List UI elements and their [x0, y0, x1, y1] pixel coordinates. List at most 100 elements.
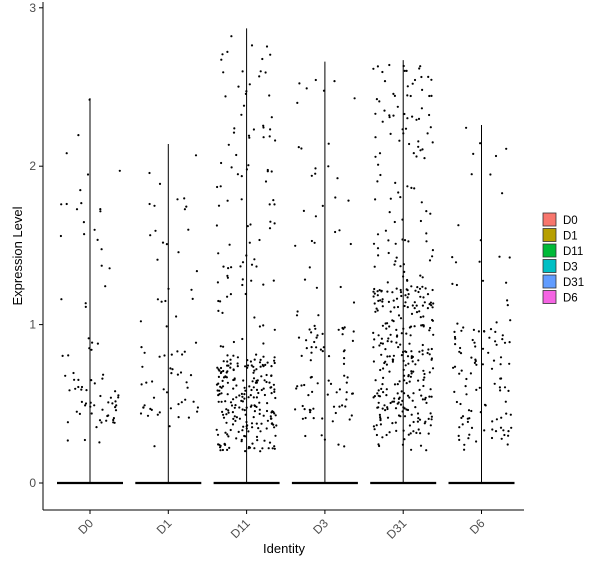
data-point [241, 283, 244, 287]
data-point [224, 375, 227, 378]
data-point [372, 396, 375, 399]
data-point [230, 35, 233, 38]
data-point [252, 377, 256, 380]
data-point [380, 387, 383, 390]
data-point [341, 333, 344, 336]
data-point [255, 265, 258, 268]
data-point [386, 406, 389, 409]
data-point [273, 361, 276, 365]
data-point [431, 319, 434, 322]
data-point [406, 394, 410, 397]
points-D11 [215, 35, 278, 453]
data-point [215, 428, 218, 431]
data-point [112, 418, 115, 422]
data-point [352, 330, 355, 333]
data-point [428, 329, 431, 332]
data-point [176, 198, 179, 201]
data-point [114, 390, 117, 393]
data-point [419, 65, 422, 68]
data-point [270, 392, 273, 395]
data-point [262, 365, 265, 368]
data-point [191, 297, 194, 300]
data-point [233, 406, 236, 409]
data-point [235, 384, 238, 387]
data-point [241, 429, 244, 432]
data-point [239, 265, 242, 268]
data-point [114, 409, 118, 412]
data-point [372, 290, 375, 293]
data-point [505, 281, 508, 284]
data-point [307, 394, 310, 397]
data-point [408, 142, 411, 146]
data-point [226, 381, 229, 384]
data-point [488, 336, 491, 339]
data-point [507, 430, 510, 433]
data-point [250, 404, 253, 407]
data-point [259, 358, 262, 361]
data-point [388, 355, 391, 358]
data-point [100, 421, 103, 424]
data-point [406, 94, 409, 97]
data-point [233, 127, 236, 130]
data-point [401, 238, 404, 241]
data-point [217, 400, 220, 403]
data-point [234, 419, 237, 422]
data-point [405, 69, 408, 72]
data-point [410, 350, 413, 353]
data-point [308, 328, 311, 331]
data-point [232, 354, 235, 357]
data-point [112, 417, 115, 420]
data-point [419, 444, 423, 447]
data-point [224, 400, 227, 403]
data-point [179, 371, 183, 374]
data-point [322, 89, 326, 92]
data-point [414, 406, 417, 409]
data-point [470, 409, 473, 413]
data-point [377, 163, 380, 166]
data-point [376, 309, 379, 312]
data-point [305, 339, 308, 342]
data-point [420, 107, 423, 110]
data-point [403, 379, 406, 382]
data-point [387, 239, 390, 242]
data-point [389, 132, 392, 135]
data-point [259, 365, 262, 368]
data-point [262, 136, 265, 139]
data-point [404, 294, 407, 297]
data-point [499, 356, 503, 359]
data-point [412, 420, 415, 424]
data-point [176, 373, 179, 376]
data-point [399, 415, 402, 418]
data-point [171, 368, 174, 371]
data-point [247, 445, 251, 449]
data-point [229, 358, 232, 361]
data-point [337, 328, 340, 331]
data-point [406, 289, 409, 292]
data-point [335, 391, 338, 394]
data-point [255, 388, 259, 391]
data-point [222, 413, 225, 416]
data-point [241, 337, 244, 341]
data-point [384, 409, 387, 412]
data-point [90, 412, 93, 415]
data-point [164, 299, 167, 303]
data-point [377, 334, 380, 337]
data-point [384, 348, 387, 351]
data-point [458, 350, 461, 353]
data-point [271, 422, 274, 425]
data-point [493, 382, 496, 385]
data-point [228, 446, 231, 449]
data-point [419, 432, 422, 435]
data-point [430, 415, 433, 418]
data-point [423, 398, 427, 401]
data-point [404, 350, 407, 353]
y-tick-label: 2 [29, 159, 36, 173]
data-point [408, 424, 411, 427]
data-point [419, 149, 422, 152]
data-point [75, 410, 78, 413]
legend-label: D31 [563, 277, 584, 289]
data-point [389, 197, 392, 200]
data-point [226, 448, 229, 451]
data-point [168, 425, 171, 428]
data-point [216, 389, 219, 392]
